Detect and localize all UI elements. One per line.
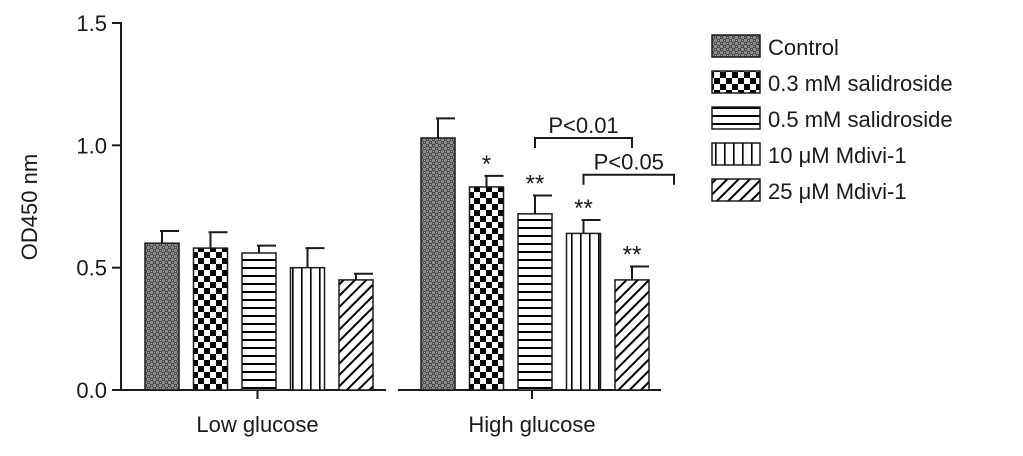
significance-mark: ** <box>623 241 642 268</box>
y-tick-label: 0.0 <box>76 378 107 403</box>
significance-mark: * <box>482 151 491 178</box>
y-tick-label: 1.5 <box>76 11 107 36</box>
plot-area: 0.0 0.5 1.0 1.5 OD450 nm Low glucose High gluc… <box>17 11 675 437</box>
bar <box>338 279 374 391</box>
significance-mark: ** <box>526 170 545 197</box>
legend-swatch <box>711 70 761 94</box>
comparison-label: P<0.05 <box>594 150 664 175</box>
bar <box>192 247 229 391</box>
y-tick-label: 1.0 <box>76 133 107 158</box>
legend-label: Control <box>768 35 839 60</box>
legend-swatch <box>711 142 761 166</box>
bar <box>614 279 650 391</box>
legend-label: 0.5 mM salidroside <box>768 107 953 132</box>
significance-mark: ** <box>574 195 593 222</box>
legend-swatch <box>711 178 761 202</box>
y-axis-title: OD450 nm <box>17 154 42 260</box>
legend: Control 0.3 mM salidroside 0.5 mM salidros… <box>711 34 953 204</box>
legend-label: 10 μM Mdivi-1 <box>768 143 907 168</box>
bar <box>420 137 456 391</box>
bar <box>144 242 180 391</box>
comparison-label: P<0.01 <box>548 113 618 138</box>
comparison-bracket <box>534 136 633 148</box>
bar <box>241 252 277 391</box>
y-tick-label: 0.5 <box>76 256 107 281</box>
legend-label: 0.3 mM salidroside <box>768 71 953 96</box>
bar <box>289 266 326 391</box>
legend-label: 25 μM Mdivi-1 <box>768 179 907 204</box>
legend-swatch <box>711 34 761 58</box>
comparison-bracket <box>582 173 675 185</box>
bar <box>517 213 553 391</box>
bar <box>468 186 505 391</box>
x-tick-label: Low glucose <box>196 412 318 437</box>
x-tick-label: High glucose <box>468 412 595 437</box>
bar <box>565 232 602 391</box>
legend-swatch <box>711 106 761 130</box>
